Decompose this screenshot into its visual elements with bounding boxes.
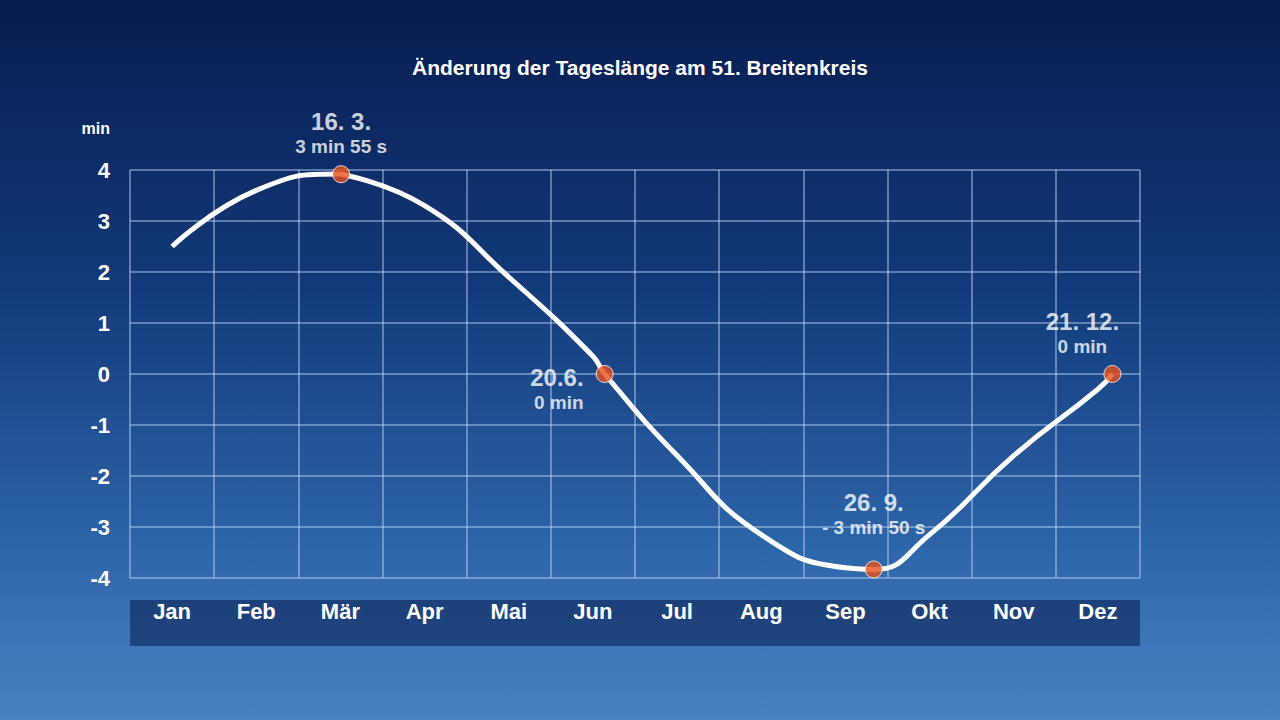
svg-text:- 3 min 50 s: - 3 min 50 s: [822, 517, 926, 538]
svg-text:Jan: Jan: [153, 599, 191, 624]
svg-text:0 min: 0 min: [1058, 336, 1108, 357]
svg-text:0 min: 0 min: [534, 392, 584, 413]
svg-text:16. 3.: 16. 3.: [311, 108, 371, 135]
svg-text:-1: -1: [90, 413, 110, 438]
svg-text:Mai: Mai: [490, 599, 527, 624]
svg-text:Sep: Sep: [825, 599, 865, 624]
svg-text:Nov: Nov: [993, 599, 1035, 624]
svg-text:Feb: Feb: [237, 599, 276, 624]
svg-text:Mär: Mär: [321, 599, 361, 624]
svg-text:0: 0: [98, 362, 110, 387]
svg-text:Okt: Okt: [911, 599, 948, 624]
svg-text:20.6.: 20.6.: [530, 364, 583, 391]
svg-text:-4: -4: [90, 566, 110, 591]
svg-text:min: min: [82, 120, 110, 137]
svg-text:1: 1: [98, 311, 110, 336]
svg-text:Jul: Jul: [661, 599, 693, 624]
svg-text:21. 12.: 21. 12.: [1046, 308, 1119, 335]
svg-text:Dez: Dez: [1078, 599, 1117, 624]
svg-text:2: 2: [98, 260, 110, 285]
svg-text:Jun: Jun: [573, 599, 612, 624]
svg-text:Apr: Apr: [406, 599, 444, 624]
svg-text:Aug: Aug: [740, 599, 783, 624]
svg-text:3: 3: [98, 209, 110, 234]
svg-text:-2: -2: [90, 464, 110, 489]
svg-text:26. 9.: 26. 9.: [844, 489, 904, 516]
svg-text:4: 4: [98, 158, 111, 183]
svg-text:3 min 55 s: 3 min 55 s: [295, 136, 387, 157]
svg-text:Änderung der Tageslänge am 51.: Änderung der Tageslänge am 51. Breitenkr…: [412, 56, 868, 79]
svg-text:-3: -3: [90, 515, 110, 540]
